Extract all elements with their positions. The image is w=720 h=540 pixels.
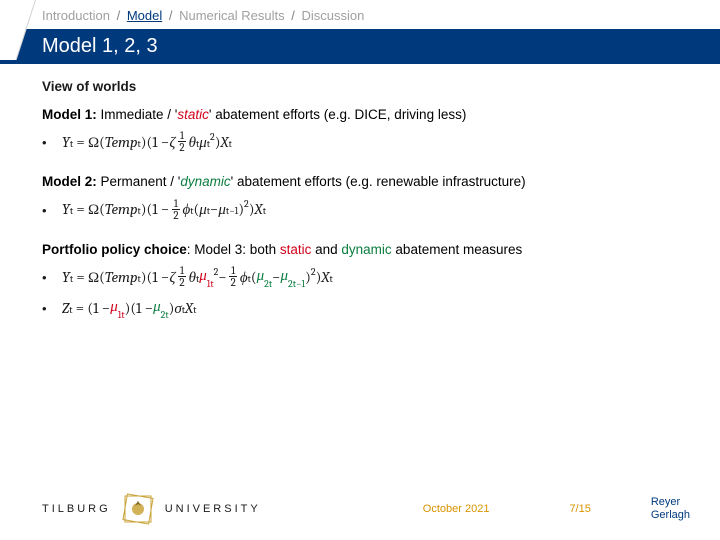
model2-keyword: dynamic <box>180 174 230 189</box>
model3-equation2-row: • Zt = (1 − μ1t)(1 − μ2t)σtXt <box>42 296 680 320</box>
author-line2: Gerlagh <box>651 509 690 521</box>
breadcrumb: Introduction / Model / Numerical Results… <box>0 0 720 27</box>
model1-keyword: static <box>177 107 209 122</box>
bullet: • <box>42 130 62 152</box>
crumb-model: Model <box>127 8 162 23</box>
model1-equation: Yt = Ω(Tempt)(1 − ζ 12 θtμt2)Xt <box>62 130 232 153</box>
university-logo: TILBURG UNIVERSITY <box>42 492 261 526</box>
portfolio-text2: and <box>311 242 341 257</box>
logo-text-tilburg: TILBURG <box>42 503 111 515</box>
model2-equation: Yt = Ω(Tempt)(1 − 12 ϕt(μt − μt−1)2)Xt <box>62 198 266 221</box>
portfolio-text3: abatement measures <box>392 242 523 257</box>
portfolio-kw1: static <box>280 242 312 257</box>
footer: TILBURG UNIVERSITY October 2021 7/15 Rey… <box>42 492 690 526</box>
model2-equation-row: • Yt = Ω(Tempt)(1 − 12 ϕt(μt − μt−1)2)Xt <box>42 198 680 221</box>
crumb-sep: / <box>117 8 121 23</box>
crumb-sep: / <box>169 8 173 23</box>
model1-prefix: Model 1: <box>42 107 97 122</box>
model1-text2: ' abatement efforts (e.g. DICE, driving … <box>209 107 466 122</box>
page-title: Model 1, 2, 3 <box>0 29 720 64</box>
model2-text1: Permanent / ' <box>97 174 181 189</box>
portfolio-kw2: dynamic <box>341 242 391 257</box>
footer-date: October 2021 <box>423 503 490 515</box>
crumb-numerical: Numerical Results <box>179 8 284 23</box>
logo-crest-icon <box>121 492 155 526</box>
bullet: • <box>42 265 62 287</box>
portfolio-prefix: Portfolio policy choice <box>42 242 187 257</box>
author-line1: Reyer <box>651 496 680 508</box>
section-heading: View of worlds <box>42 78 680 96</box>
bullet: • <box>42 198 62 220</box>
footer-page: 7/15 <box>569 503 590 515</box>
content-area: View of worlds Model 1: Immediate / 'sta… <box>0 64 720 320</box>
model2-text2: ' abatement efforts (e.g. renewable infr… <box>231 174 526 189</box>
model3-equation1-row: • Yt = Ω(Tempt)(1 − ζ 12 θtμ1t2 − 12 ϕt(… <box>42 265 680 289</box>
logo-text-university: UNIVERSITY <box>165 503 261 515</box>
portfolio-text1: : Model 3: both <box>187 242 280 257</box>
model2-line: Model 2: Permanent / 'dynamic' abatement… <box>42 173 680 191</box>
portfolio-line: Portfolio policy choice: Model 3: both s… <box>42 241 680 259</box>
model3-equation2: Zt = (1 − μ1t)(1 − μ2t)σtXt <box>62 296 196 320</box>
model1-equation-row: • Yt = Ω(Tempt)(1 − ζ 12 θtμt2)Xt <box>42 130 680 153</box>
model1-text1: Immediate / ' <box>97 107 178 122</box>
model2-prefix: Model 2: <box>42 174 97 189</box>
model1-line: Model 1: Immediate / 'static' abatement … <box>42 106 680 124</box>
bullet: • <box>42 296 62 318</box>
crumb-discussion: Discussion <box>301 8 364 23</box>
crumb-sep: / <box>291 8 295 23</box>
model3-equation1: Yt = Ω(Tempt)(1 − ζ 12 θtμ1t2 − 12 ϕt(μ2… <box>62 265 333 289</box>
crumb-introduction: Introduction <box>42 8 110 23</box>
footer-author: Reyer Gerlagh <box>651 496 690 522</box>
